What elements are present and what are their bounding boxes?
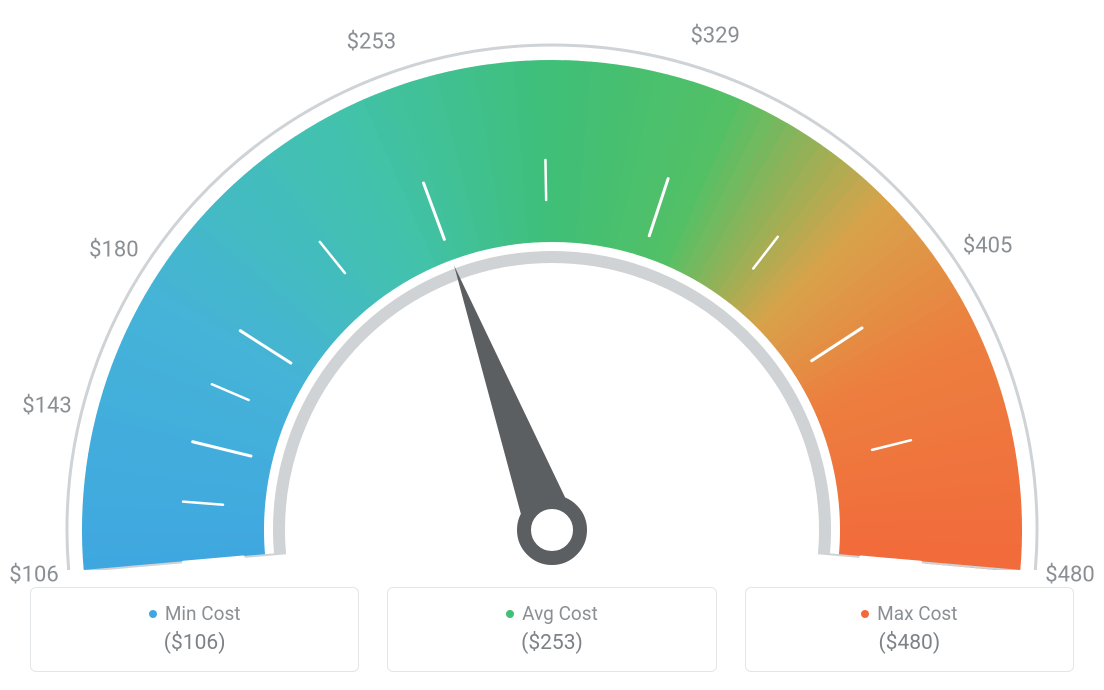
min-cost-label: Min Cost — [165, 602, 241, 625]
avg-cost-value: ($253) — [406, 631, 697, 655]
gauge-tick-label: $143 — [22, 393, 71, 418]
avg-cost-title: Avg Cost — [506, 602, 598, 625]
min-cost-card: Min Cost ($106) — [30, 587, 359, 672]
max-cost-label: Max Cost — [877, 602, 957, 625]
avg-cost-card: Avg Cost ($253) — [387, 587, 716, 672]
gauge-tick-label: $253 — [347, 30, 396, 55]
gauge-tick-label: $405 — [963, 234, 1012, 259]
avg-cost-dot — [506, 610, 514, 618]
max-cost-card: Max Cost ($480) — [745, 587, 1074, 672]
min-cost-dot — [149, 610, 157, 618]
gauge-tick-label: $329 — [690, 24, 739, 49]
avg-cost-label: Avg Cost — [522, 602, 598, 625]
gauge-svg — [0, 0, 1104, 570]
max-cost-value: ($480) — [764, 631, 1055, 655]
gauge-tick-label: $480 — [1045, 563, 1094, 588]
min-cost-title: Min Cost — [149, 602, 241, 625]
summary-cards: Min Cost ($106) Avg Cost ($253) Max Cost… — [30, 587, 1074, 672]
max-cost-dot — [861, 610, 869, 618]
gauge-tick-label: $106 — [9, 563, 58, 588]
gauge-chart: $106$143$180$253$329$405$480 — [0, 0, 1104, 570]
max-cost-title: Max Cost — [861, 602, 957, 625]
gauge-tick-label: $180 — [89, 237, 138, 262]
min-cost-value: ($106) — [49, 631, 340, 655]
